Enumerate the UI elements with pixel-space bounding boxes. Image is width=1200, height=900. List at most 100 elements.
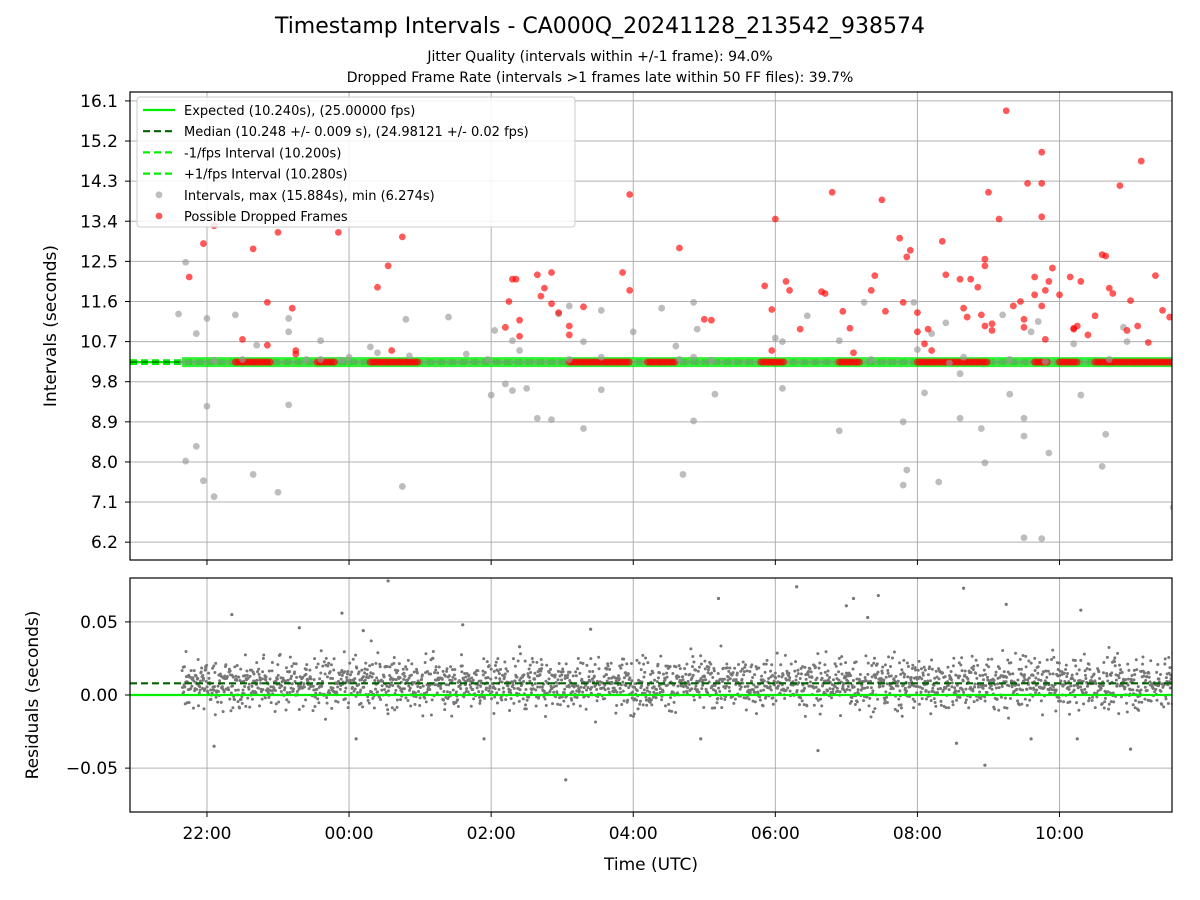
residual-point: [536, 685, 540, 689]
residual-point: [717, 686, 721, 690]
residual-point: [239, 697, 243, 701]
interval-point: [210, 356, 218, 364]
x-tick-label: 04:00: [609, 824, 658, 844]
interval-point: [956, 370, 964, 378]
residual-point: [1022, 675, 1026, 679]
residual-point: [1178, 672, 1181, 675]
residual-point: [696, 669, 700, 673]
interval-point: [906, 359, 913, 366]
residual-point: [345, 675, 349, 679]
residual-point: [1033, 656, 1037, 660]
residual-point: [1051, 685, 1055, 689]
residual-point: [554, 681, 558, 685]
interval-point: [355, 359, 362, 366]
residual-point: [1149, 659, 1153, 663]
residual-point: [1017, 683, 1021, 687]
residual-point: [563, 687, 567, 691]
residual-point: [752, 683, 756, 687]
interval-point: [360, 359, 367, 366]
residual-point: [386, 579, 390, 583]
residual-point: [1059, 699, 1063, 703]
residual-point: [963, 673, 967, 677]
residual-point: [806, 672, 810, 676]
residual-point: [694, 668, 698, 672]
residual-point: [668, 664, 672, 668]
residual-point: [607, 676, 611, 680]
interval-point: [501, 380, 509, 388]
dropped-frame-point: [288, 304, 296, 312]
interval-point: [298, 359, 305, 366]
residual-point: [529, 671, 533, 675]
residual-point: [748, 691, 752, 695]
residual-point: [785, 678, 789, 682]
residual-point: [971, 689, 975, 693]
residual-point: [800, 699, 804, 703]
residual-point: [737, 662, 741, 666]
residual-point: [522, 673, 526, 677]
x-tick-label: 22:00: [182, 824, 231, 844]
residual-point: [741, 681, 745, 685]
residual-point: [885, 695, 889, 699]
residual-point: [850, 696, 854, 700]
residual-point: [476, 669, 480, 673]
residual-point: [970, 654, 974, 658]
residual-point: [951, 703, 955, 707]
interval-point: [899, 481, 907, 489]
residual-point: [627, 686, 631, 690]
residual-point: [387, 685, 391, 689]
residual-point: [629, 713, 633, 717]
residual-point: [1070, 673, 1074, 677]
residual-point: [846, 685, 850, 689]
residual-point: [871, 689, 875, 693]
residual-point: [1041, 713, 1045, 717]
residual-point: [336, 679, 340, 683]
residual-point: [1116, 651, 1120, 655]
residual-point: [615, 703, 619, 707]
residual-point: [815, 676, 819, 680]
residual-point: [848, 688, 852, 692]
residual-point: [529, 691, 533, 695]
residual-point: [1175, 678, 1178, 681]
residual-point: [279, 689, 283, 693]
residual-point: [797, 681, 801, 685]
residual-point: [1159, 673, 1163, 677]
interval-point: [1077, 391, 1085, 399]
residual-point: [1105, 674, 1109, 678]
dropped-frame-point: [1038, 302, 1046, 310]
residual-point: [961, 679, 965, 683]
interval-point: [200, 477, 207, 485]
residual-point: [316, 697, 320, 701]
residual-point: [321, 664, 325, 668]
dropped-frame-point: [914, 309, 921, 317]
residual-point: [907, 681, 911, 685]
residual-point: [576, 684, 580, 688]
residual-point: [424, 652, 428, 656]
residual-point: [748, 669, 752, 673]
residual-point: [1003, 706, 1007, 710]
interval-point: [878, 359, 885, 366]
residual-point: [699, 737, 703, 741]
dropped-frame-point: [1168, 358, 1172, 366]
residual-point: [386, 708, 390, 712]
residual-point: [720, 706, 724, 710]
residual-point: [531, 687, 535, 691]
residual-point: [863, 676, 867, 680]
interval-point: [753, 359, 760, 366]
residual-point: [900, 668, 904, 672]
y-tick-label: 12.5: [80, 252, 118, 272]
residual-point: [214, 661, 218, 665]
residual-point: [703, 667, 707, 671]
dropped-frame-point: [985, 188, 992, 196]
dropped-frame-point: [274, 229, 282, 236]
residual-point: [338, 687, 342, 691]
dropped-frame-point: [266, 358, 274, 366]
residual-point: [297, 707, 301, 711]
residual-point: [216, 690, 220, 694]
residual-point: [919, 690, 923, 694]
residual-point: [418, 696, 422, 700]
residual-point: [787, 678, 791, 682]
residual-point: [964, 701, 968, 705]
residual-point: [442, 689, 446, 693]
residual-point: [394, 678, 398, 682]
residual-point: [384, 703, 388, 707]
